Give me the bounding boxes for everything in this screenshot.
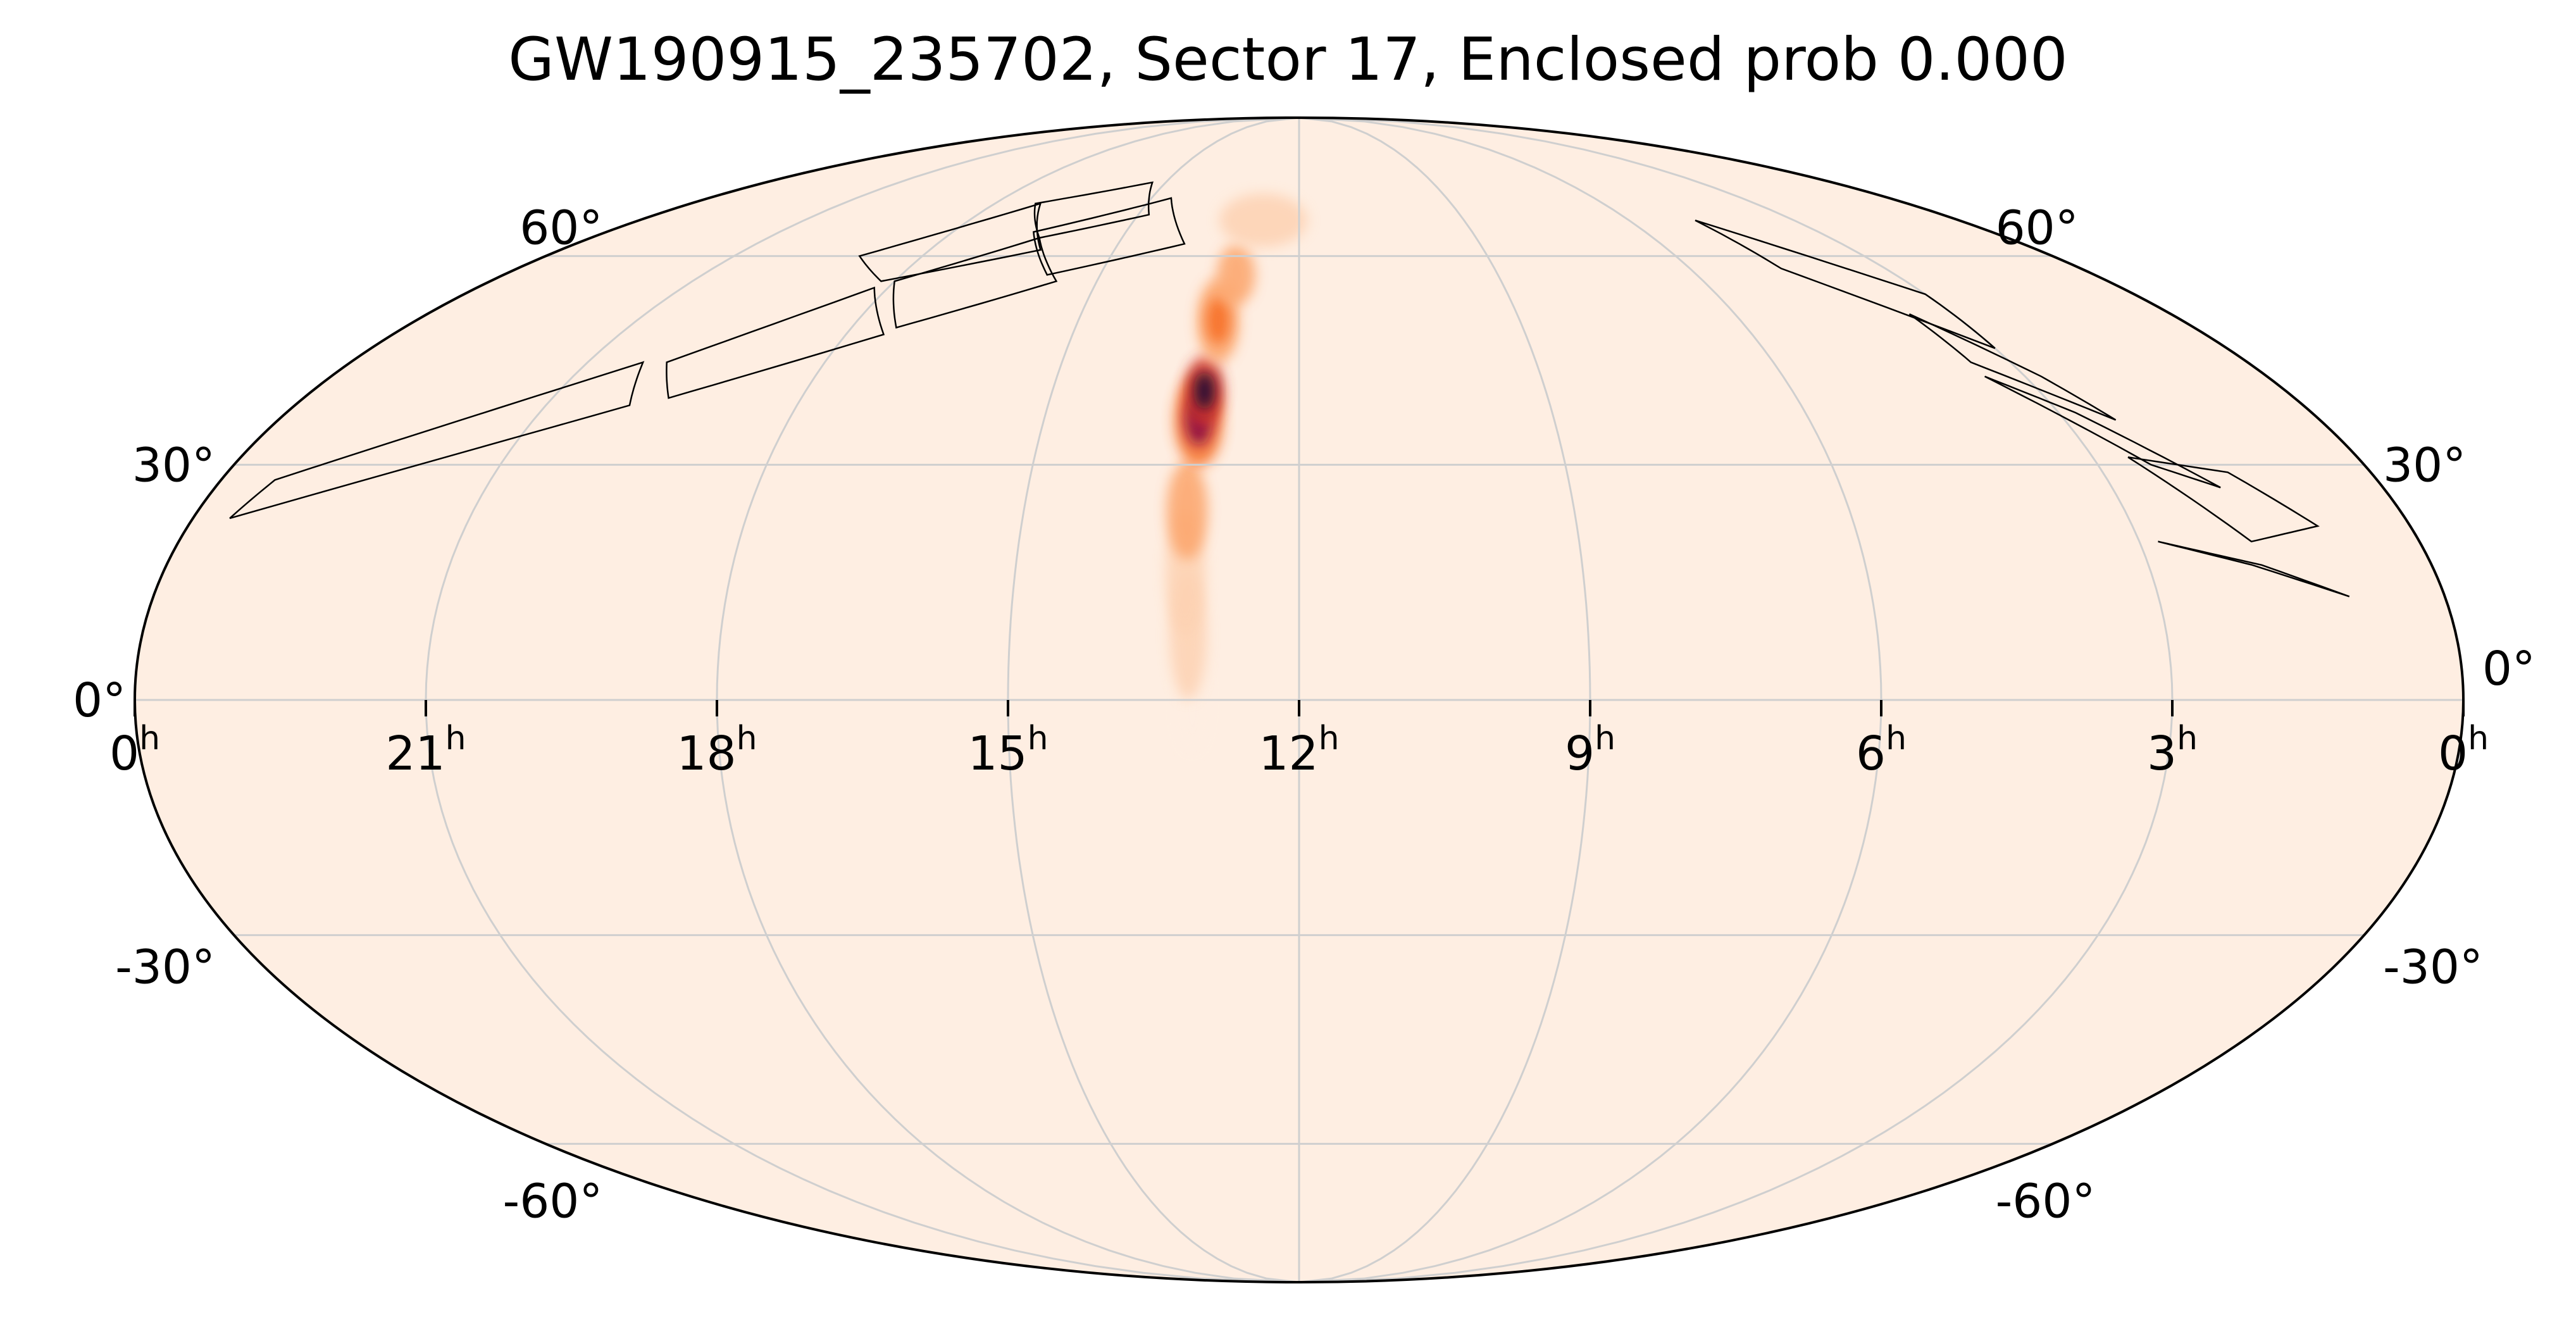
ra-unit-superscript: h [1319,720,1340,758]
ra-unit-superscript: h [1028,720,1048,758]
sector-footprint-camera-left-4 [1033,197,1186,276]
sector-footprint-camera-left-5 [858,202,1042,282]
probability-blob [1166,461,1208,560]
sector-footprint-camera-left-3 [892,237,1058,329]
axis-ticks [134,700,2465,716]
probability-heatmap [1166,193,1308,751]
dec-tick-label-left: -60° [503,1174,603,1228]
ra-unit-superscript: h [445,720,466,758]
sector-footprint-camera-right-4 [2127,456,2320,543]
sector-footprint-camera-left-2 [666,286,885,399]
dec-tick-label-right: 30° [2383,438,2466,492]
dec-tick-label-right: -60° [1996,1174,2096,1228]
ra-tick-label: 0h [2438,720,2489,781]
sector-footprint-camera-right-2 [1908,313,2117,421]
ra-unit-superscript: h [2468,720,2489,758]
probability-blob [1217,244,1255,305]
probability-blob [1219,193,1308,247]
sector-footprints [229,181,2350,597]
ra-unit-superscript: h [1886,720,1907,758]
sector-footprint-camera-right-5 [2158,540,2350,597]
ra-unit-superscript: h [1595,720,1615,758]
dec-tick-label-left: 60° [520,201,602,256]
dec-tick-label-left: 30° [132,438,215,492]
chart-title: GW190915_235702, Sector 17, Enclosed pro… [508,25,2068,94]
probability-blob-core [1193,371,1216,410]
sector-footprint-camera-left-1 [229,361,645,520]
dec-tick-label-right: 60° [1996,201,2079,256]
dec-tick-label-right: 0° [2482,642,2536,696]
ra-unit-superscript: h [2177,720,2198,758]
ra-unit-superscript: h [139,720,160,758]
probability-blob-core [1206,297,1230,344]
dec-tick-label-right: -30° [2383,940,2483,995]
axis-labels: 0h 21h 18h 15h 12h 9h 6h 3h 0h60°30°0°-30°-60°60… [73,201,2536,1229]
dec-tick-label-left: -30° [115,940,215,995]
sector-footprint-camera-right-3 [1984,375,2221,489]
ra-unit-superscript: h [737,720,757,758]
sector-footprint-camera-left-6 [1033,181,1154,239]
sector-footprint-camera-right-1 [1695,220,1996,349]
dec-tick-label-left: 0° [73,673,126,728]
